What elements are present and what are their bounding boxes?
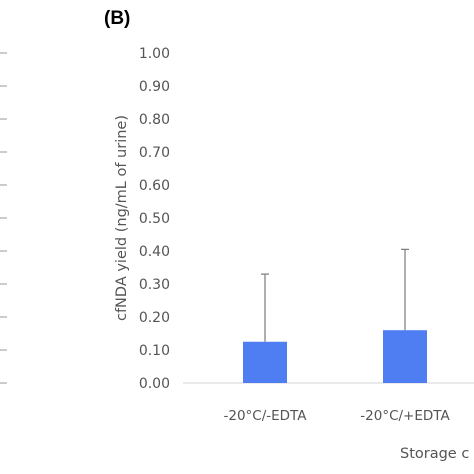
y-tick-label: 0.50: [139, 211, 170, 227]
y-tick-label: 0.90: [139, 79, 170, 95]
x-axis-category-labels: -20°C/-EDTA -20°C/+EDTA: [223, 408, 450, 424]
category-label: -20°C/-EDTA: [223, 408, 307, 424]
y-tick-label: 0.10: [139, 343, 170, 359]
error-bars: [261, 248, 409, 342]
y-axis-label: cfNDA yield (ng/mL of urine): [114, 115, 130, 321]
bar: [383, 330, 427, 383]
left-panel-tick-marks: [0, 52, 7, 384]
y-tick-label: 0.20: [139, 310, 170, 326]
y-tick-label: 0.60: [139, 178, 170, 194]
panel-label: (B): [104, 8, 131, 29]
bar: [243, 341, 287, 383]
y-tick-label: 0.40: [139, 244, 170, 260]
bars: [243, 330, 427, 383]
category-label: -20°C/+EDTA: [360, 408, 450, 424]
y-tick-label: 0.80: [139, 112, 170, 128]
y-axis-tick-labels: 0.00 0.10 0.20 0.30 0.40 0.50 0.60 0.70 0.80 0.90…: [139, 46, 170, 392]
y-tick-label: 0.70: [139, 145, 170, 161]
y-tick-label: 1.00: [139, 46, 170, 62]
y-tick-label: 0.30: [139, 277, 170, 293]
y-tick-label: 0.00: [139, 376, 170, 392]
x-axis-label: Storage c: [400, 446, 469, 462]
